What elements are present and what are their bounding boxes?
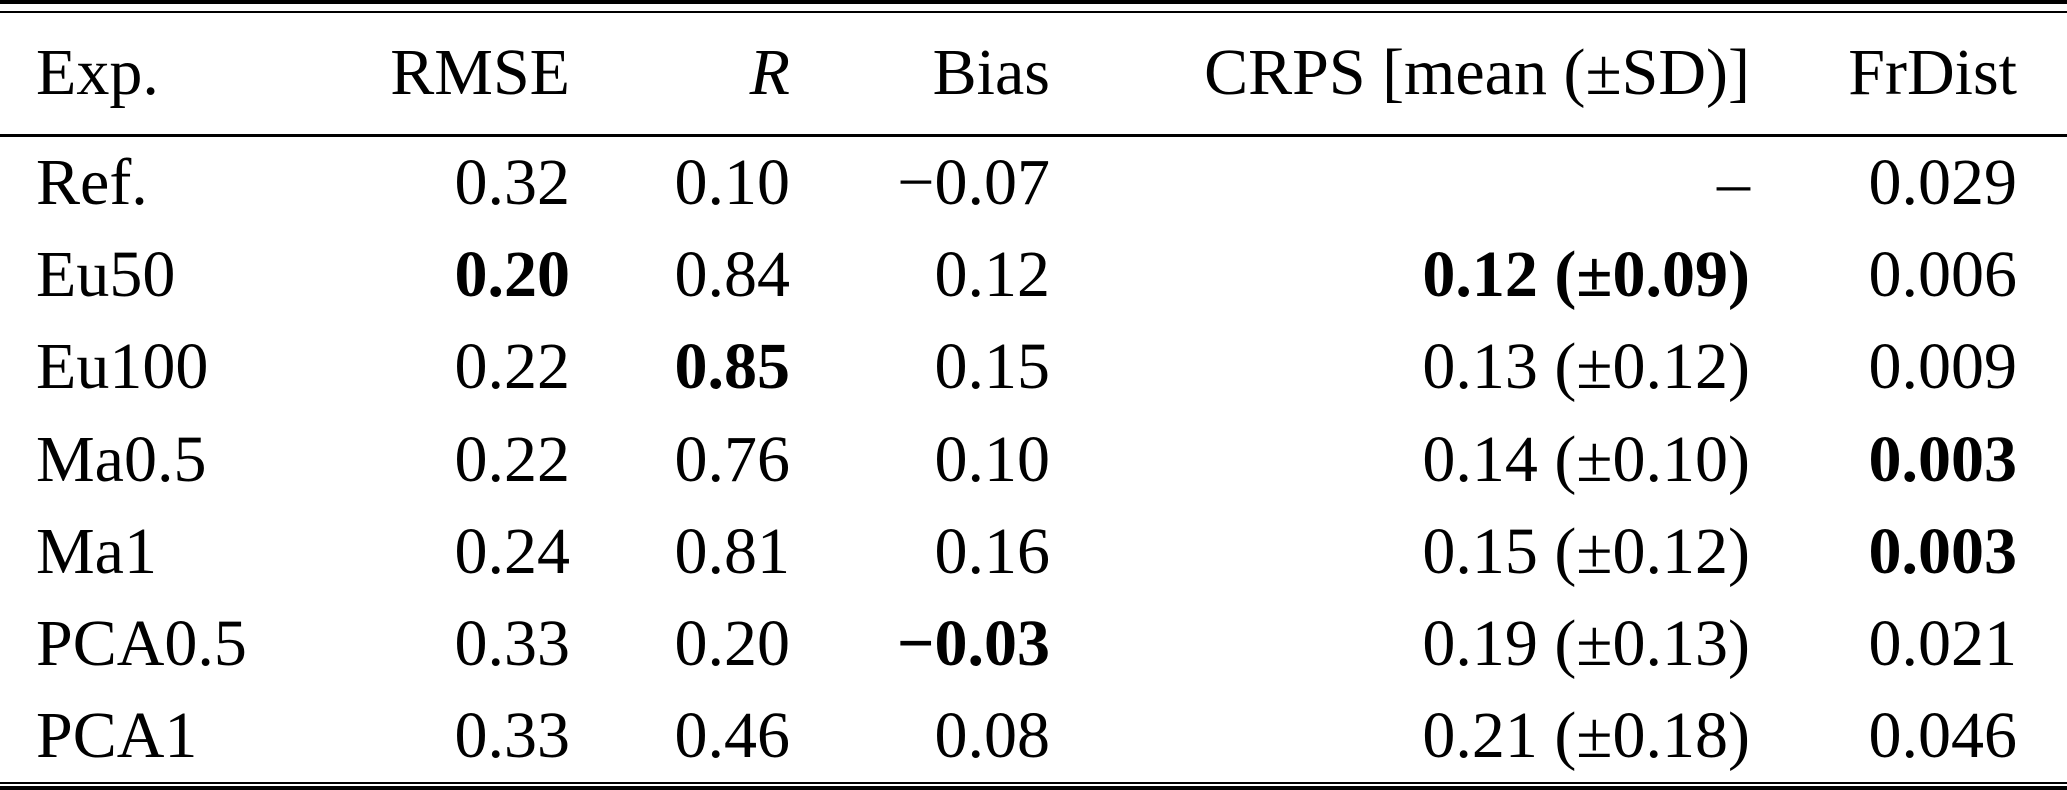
table-cell: 0.81 (674, 514, 791, 588)
table-row: PCA0.5 0.33 0.20 −0.03 0.19 (±0.13) 0.02… (0, 598, 2067, 690)
table-cell: 0.006 (1868, 238, 2018, 312)
table-row: PCA1 0.33 0.46 0.08 0.21 (±0.18) 0.046 (0, 690, 2067, 782)
column-header-crps: CRPS [mean (±SD)] (1050, 13, 1750, 137)
row-label-cell: Ref. (36, 145, 148, 219)
table-cell: – (1717, 145, 1750, 219)
table-row: Ref. 0.32 0.10 −0.07 – 0.029 (0, 135, 2067, 229)
results-table: Exp. RMSE R Bias CRPS [mean (±SD)] FrDis… (0, 13, 2067, 782)
table-cell: 0.20 (674, 606, 791, 680)
row-label-cell: PCA0.5 (36, 606, 247, 680)
table-cell: 0.24 (454, 514, 571, 588)
table-cell: 0.33 (454, 698, 571, 772)
table-cell: 0.12 (934, 238, 1051, 312)
table-cell: 0.33 (454, 606, 571, 680)
table-cell: 0.003 (1868, 422, 2018, 496)
column-header-bias: Bias (790, 13, 1050, 137)
table-cell: 0.046 (1868, 698, 2018, 772)
table-cell: 0.84 (674, 238, 791, 312)
column-header-exp: Exp. (0, 13, 360, 137)
table-cell: 0.21 (±0.18) (1422, 698, 1750, 772)
top-rule-gap (0, 4, 2067, 11)
table-cell: 0.021 (1868, 606, 2018, 680)
table-cell: 0.029 (1868, 145, 2018, 219)
bottom-rule-gap (0, 784, 2067, 786)
table-cell: −0.07 (897, 145, 1050, 219)
table-header-row: Exp. RMSE R Bias CRPS [mean (±SD)] FrDis… (0, 13, 2067, 137)
table-cell: 0.08 (934, 698, 1051, 772)
table-cell: 0.003 (1868, 514, 2018, 588)
table-cell: 0.10 (674, 145, 791, 219)
top-rule-thick (0, 0, 2067, 4)
table-row: Ma0.5 0.22 0.76 0.10 0.14 (±0.10) 0.003 (0, 413, 2067, 505)
table-cell: −0.03 (896, 606, 1050, 680)
table-cell: 0.14 (±0.10) (1422, 422, 1750, 496)
table-cell: 0.13 (±0.12) (1422, 330, 1750, 404)
table-cell: 0.32 (454, 145, 571, 219)
table-row: Eu100 0.22 0.85 0.15 0.13 (±0.12) 0.009 (0, 321, 2067, 413)
row-label-cell: Eu50 (36, 238, 176, 312)
table-cell: 0.10 (934, 422, 1051, 496)
table-cell: 0.15 (±0.12) (1422, 514, 1750, 588)
row-label-cell: Ma1 (36, 514, 157, 588)
table-cell: 0.12 (±0.09) (1422, 238, 1750, 312)
table-row: Ma1 0.24 0.81 0.16 0.15 (±0.12) 0.003 (0, 506, 2067, 598)
table-row: Eu50 0.20 0.84 0.12 0.12 (±0.09) 0.006 (0, 229, 2067, 321)
row-label-cell: Ma0.5 (36, 422, 207, 496)
table-cell: 0.16 (934, 514, 1051, 588)
row-label-cell: PCA1 (36, 698, 198, 772)
table-cell: 0.22 (454, 422, 571, 496)
column-header-rmse: RMSE (360, 13, 570, 137)
table-cell: 0.46 (674, 698, 791, 772)
column-header-frdist: FrDist (1750, 13, 2067, 137)
row-label-cell: Eu100 (36, 330, 209, 404)
bottom-rule-thin (0, 782, 2067, 784)
table-cell: 0.22 (454, 330, 571, 404)
table-cell: 0.19 (±0.13) (1422, 606, 1750, 680)
top-rule-thin (0, 11, 2067, 13)
bottom-rule-thick (0, 786, 2067, 790)
table-cell: 0.20 (454, 238, 571, 312)
column-header-r: R (570, 13, 790, 137)
table-cell: 0.15 (934, 330, 1051, 404)
table-cell: 0.009 (1868, 330, 2018, 404)
table-cell: 0.85 (674, 330, 791, 404)
table-cell: 0.76 (674, 422, 791, 496)
